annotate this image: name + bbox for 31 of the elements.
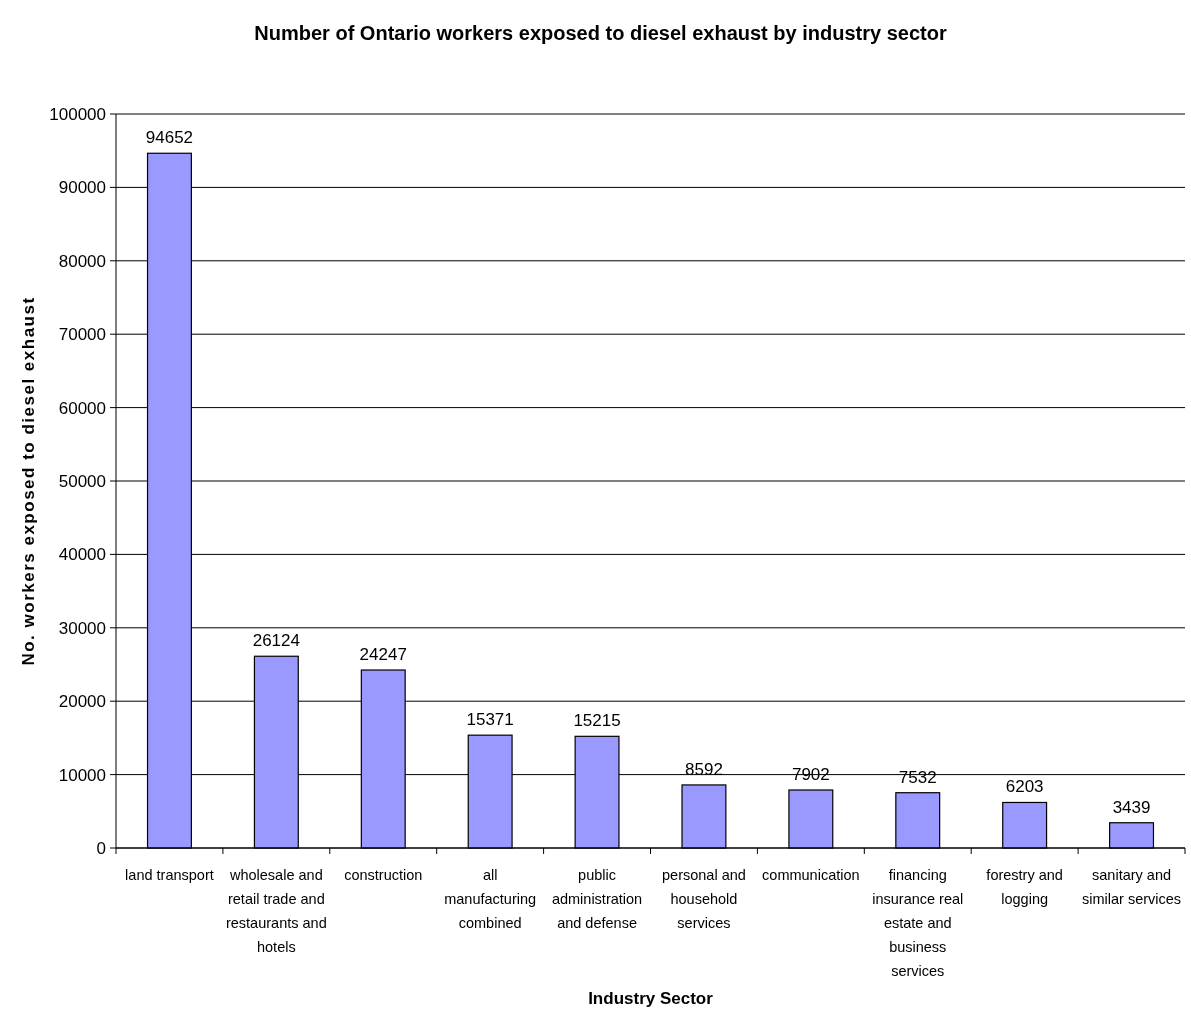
y-tick-label: 70000	[58, 325, 106, 345]
data-label: 26124	[252, 631, 300, 651]
y-axis-title: No. workers exposed to diesel exhaust	[19, 296, 38, 666]
x-axis-title: Industry Sector	[588, 989, 714, 1008]
chart-title: Number of Ontario workers exposed to diesel exhaust by industry sector	[254, 22, 947, 44]
x-tick-label: construction	[344, 867, 423, 883]
data-label: 15371	[466, 710, 514, 730]
y-tick-label: 100000	[49, 104, 106, 124]
data-label: 3439	[1112, 797, 1151, 817]
y-tick-label: 0	[96, 838, 106, 858]
x-tick-label: land transport	[125, 867, 214, 883]
x-tick-label: wholesale and retail trade and restaurants and hotels	[225, 867, 327, 955]
x-tick-label: all manufacturing combined	[444, 867, 537, 931]
y-tick-label: 90000	[58, 178, 106, 198]
y-tick-label: 30000	[58, 618, 106, 638]
x-tick-label: public administration and defense	[551, 867, 643, 931]
x-tick-label: financing insurance real estate and business services	[872, 867, 964, 979]
data-label: 94652	[145, 128, 194, 148]
y-tick-label: 20000	[58, 692, 106, 712]
data-label: 15215	[573, 711, 621, 731]
data-label: 6203	[1005, 777, 1044, 797]
y-tick-label: 80000	[58, 251, 106, 271]
x-tick-label: personal and household services	[662, 867, 746, 931]
y-tick-label: 50000	[58, 471, 106, 491]
y-tick-label: 40000	[58, 545, 106, 565]
y-tick-label: 60000	[58, 398, 106, 418]
x-tick-label: communication	[762, 867, 860, 883]
x-tick-label: sanitary and similar services	[1082, 867, 1182, 907]
x-tick-label: forestry and logging	[986, 867, 1063, 907]
y-tick-label: 10000	[58, 765, 106, 785]
data-label: 24247	[359, 645, 407, 665]
